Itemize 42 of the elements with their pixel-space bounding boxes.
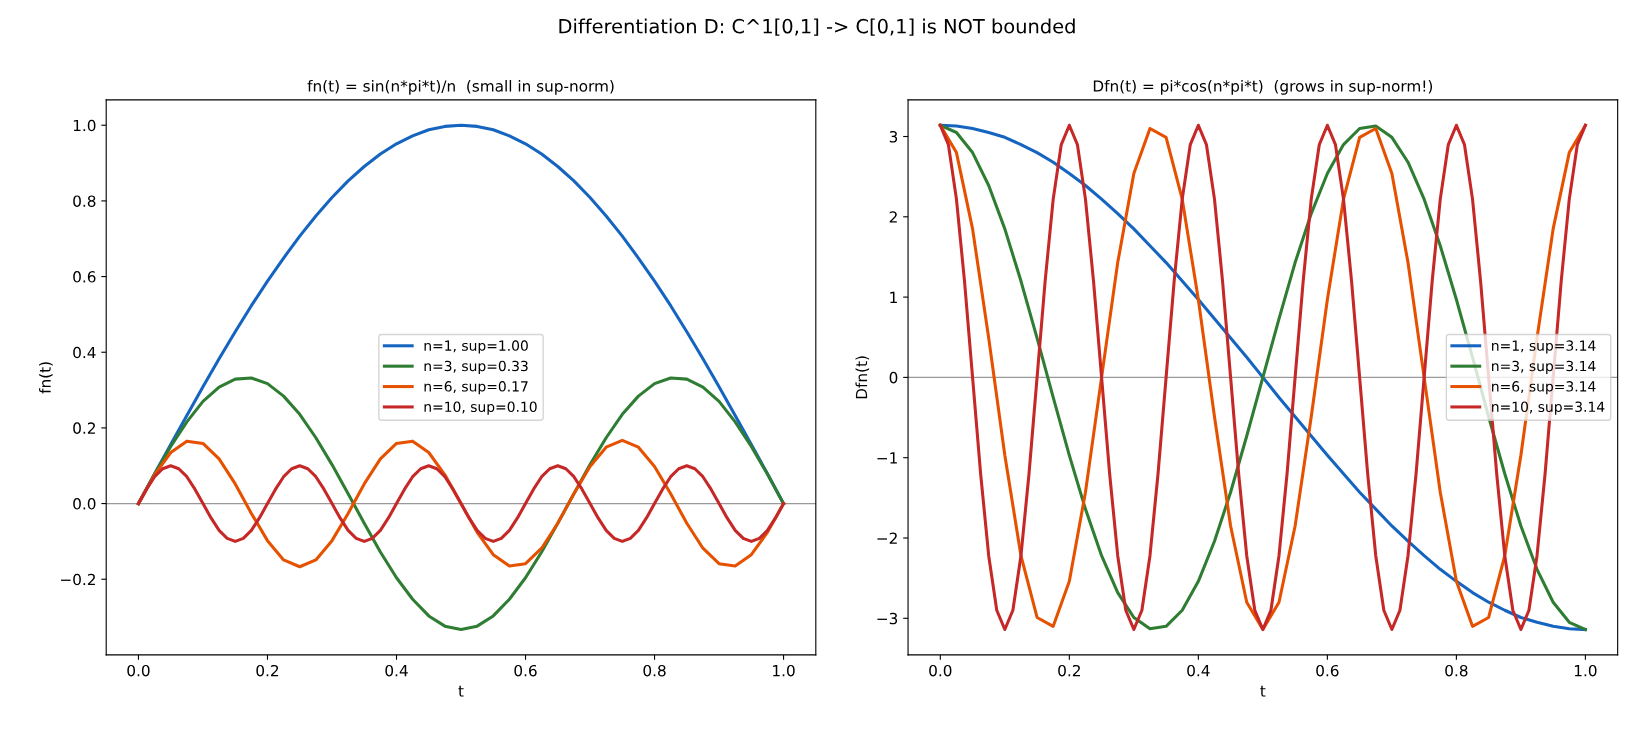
y-tick-label: 0.8 xyxy=(73,195,96,207)
legend-label: n=6, sup=3.14 xyxy=(1492,381,1596,395)
y-tick-label: 0.4 xyxy=(73,346,96,359)
x-axis-title: t xyxy=(1260,685,1266,697)
x-tick-label: 0.8 xyxy=(1445,664,1468,677)
y-tick-label: −1 xyxy=(877,452,897,464)
x-tick-label: 1.0 xyxy=(1574,664,1597,677)
y-tick-label: 3 xyxy=(889,130,898,143)
y-tick-label: −0.2 xyxy=(61,573,95,586)
legend-label: n=3, sup=3.14 xyxy=(1492,360,1596,374)
x-tick-label: 0.8 xyxy=(643,664,666,677)
legend-label: n=6, sup=0.17 xyxy=(424,381,528,395)
x-tick-label: 1.0 xyxy=(773,664,795,677)
x-tick-label: 0.2 xyxy=(1058,664,1080,677)
legend-label: n=1, sup=3.14 xyxy=(1492,340,1596,354)
x-tick-label: 0.4 xyxy=(385,664,408,677)
text: Differentiation D: C^1[0,1] -> C[0,1] is NOT bounded xyxy=(559,18,1075,36)
y-tick-label: 0 xyxy=(889,371,898,384)
y-tick-label: 0.0 xyxy=(73,498,96,510)
line-series xyxy=(136,464,786,543)
y-tick-label: −2 xyxy=(877,532,897,544)
legend-label: n=10, sup=3.14 xyxy=(1492,401,1605,415)
x-axis-title: t xyxy=(458,685,464,697)
y-axis-title: Dfn(t) xyxy=(855,356,870,399)
y-tick-label: 1 xyxy=(890,291,897,303)
x-tick-label: 0.0 xyxy=(127,664,150,677)
legend-label: n=10, sup=0.10 xyxy=(424,401,537,415)
x-tick-label: 0.6 xyxy=(1316,664,1339,677)
x-tick-label: 0.0 xyxy=(929,664,952,677)
legend-label: n=3, sup=0.33 xyxy=(424,360,528,374)
chart-title: fn(t) = sin(n*pi*t)/n (small in sup-norm) xyxy=(307,79,614,95)
y-tick-label: 0.6 xyxy=(73,271,96,283)
x-tick-label: 0.6 xyxy=(514,664,537,677)
y-tick-label: 2 xyxy=(889,211,897,223)
y-tick-label: 1.0 xyxy=(73,119,96,132)
y-tick-label: 0.2 xyxy=(73,422,95,434)
y-axis-title: fn(t) xyxy=(39,362,53,394)
legend-label: n=1, sup=1.00 xyxy=(424,340,528,354)
y-tick-label: −3 xyxy=(877,612,898,625)
x-tick-label: 0.4 xyxy=(1187,664,1210,677)
x-tick-label: 0.2 xyxy=(256,664,279,677)
chart-title: Dfn(t) = pi*cos(n*pi*t) (grows in sup-norm!) xyxy=(1093,79,1433,95)
